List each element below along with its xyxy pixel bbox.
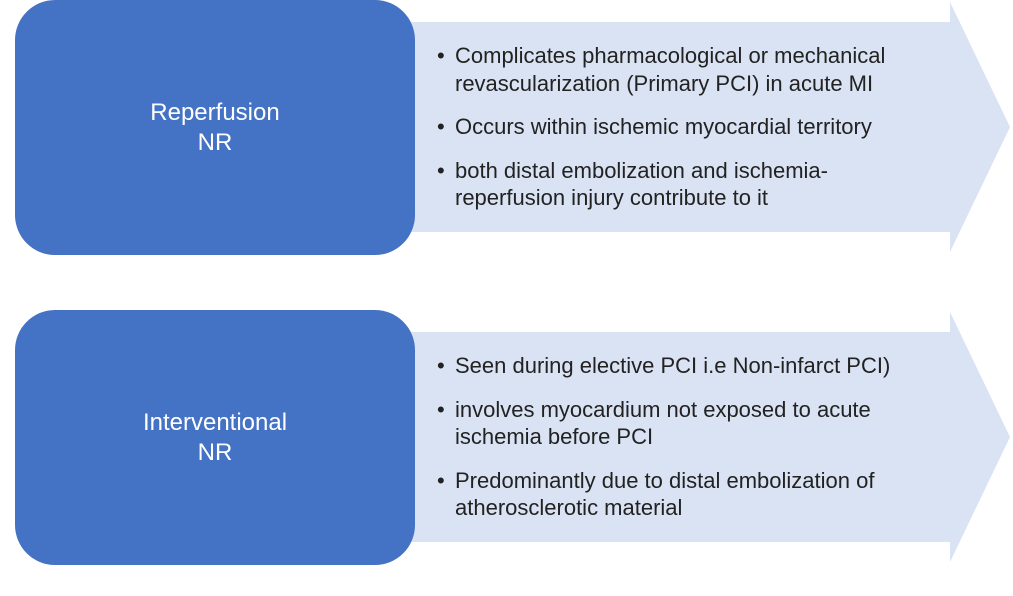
reperfusion-label-box: ReperfusionNR [15,0,415,255]
interventional-arrow-head-icon [950,312,1010,562]
reperfusion-arrow-body: Complicates pharmacological or mechanica… [395,22,950,232]
interventional-bullet: involves myocardium not exposed to acute… [455,396,930,451]
interventional-label-box: InterventionalNR [15,310,415,565]
reperfusion-bullet-list: Complicates pharmacological or mechanica… [455,42,930,212]
reperfusion-label-line: Reperfusion [150,98,279,128]
interventional-bullet: Predominantly due to distal embolization… [455,467,930,522]
interventional-bullet-list: Seen during elective PCI i.e Non-infarct… [455,352,930,522]
interventional-bullet: Seen during elective PCI i.e Non-infarct… [455,352,930,380]
interventional-label-line: Interventional [143,408,287,438]
interventional-label-line: NR [198,438,233,468]
reperfusion-bullet: Occurs within ischemic myocardial territ… [455,113,930,141]
reperfusion-bullet: Complicates pharmacological or mechanica… [455,42,930,97]
reperfusion-label-line: NR [198,128,233,158]
interventional-arrow-body: Seen during elective PCI i.e Non-infarct… [395,332,950,542]
reperfusion-arrow-head-icon [950,2,1010,252]
reperfusion-bullet: both distal embolization and ischemia-re… [455,157,930,212]
